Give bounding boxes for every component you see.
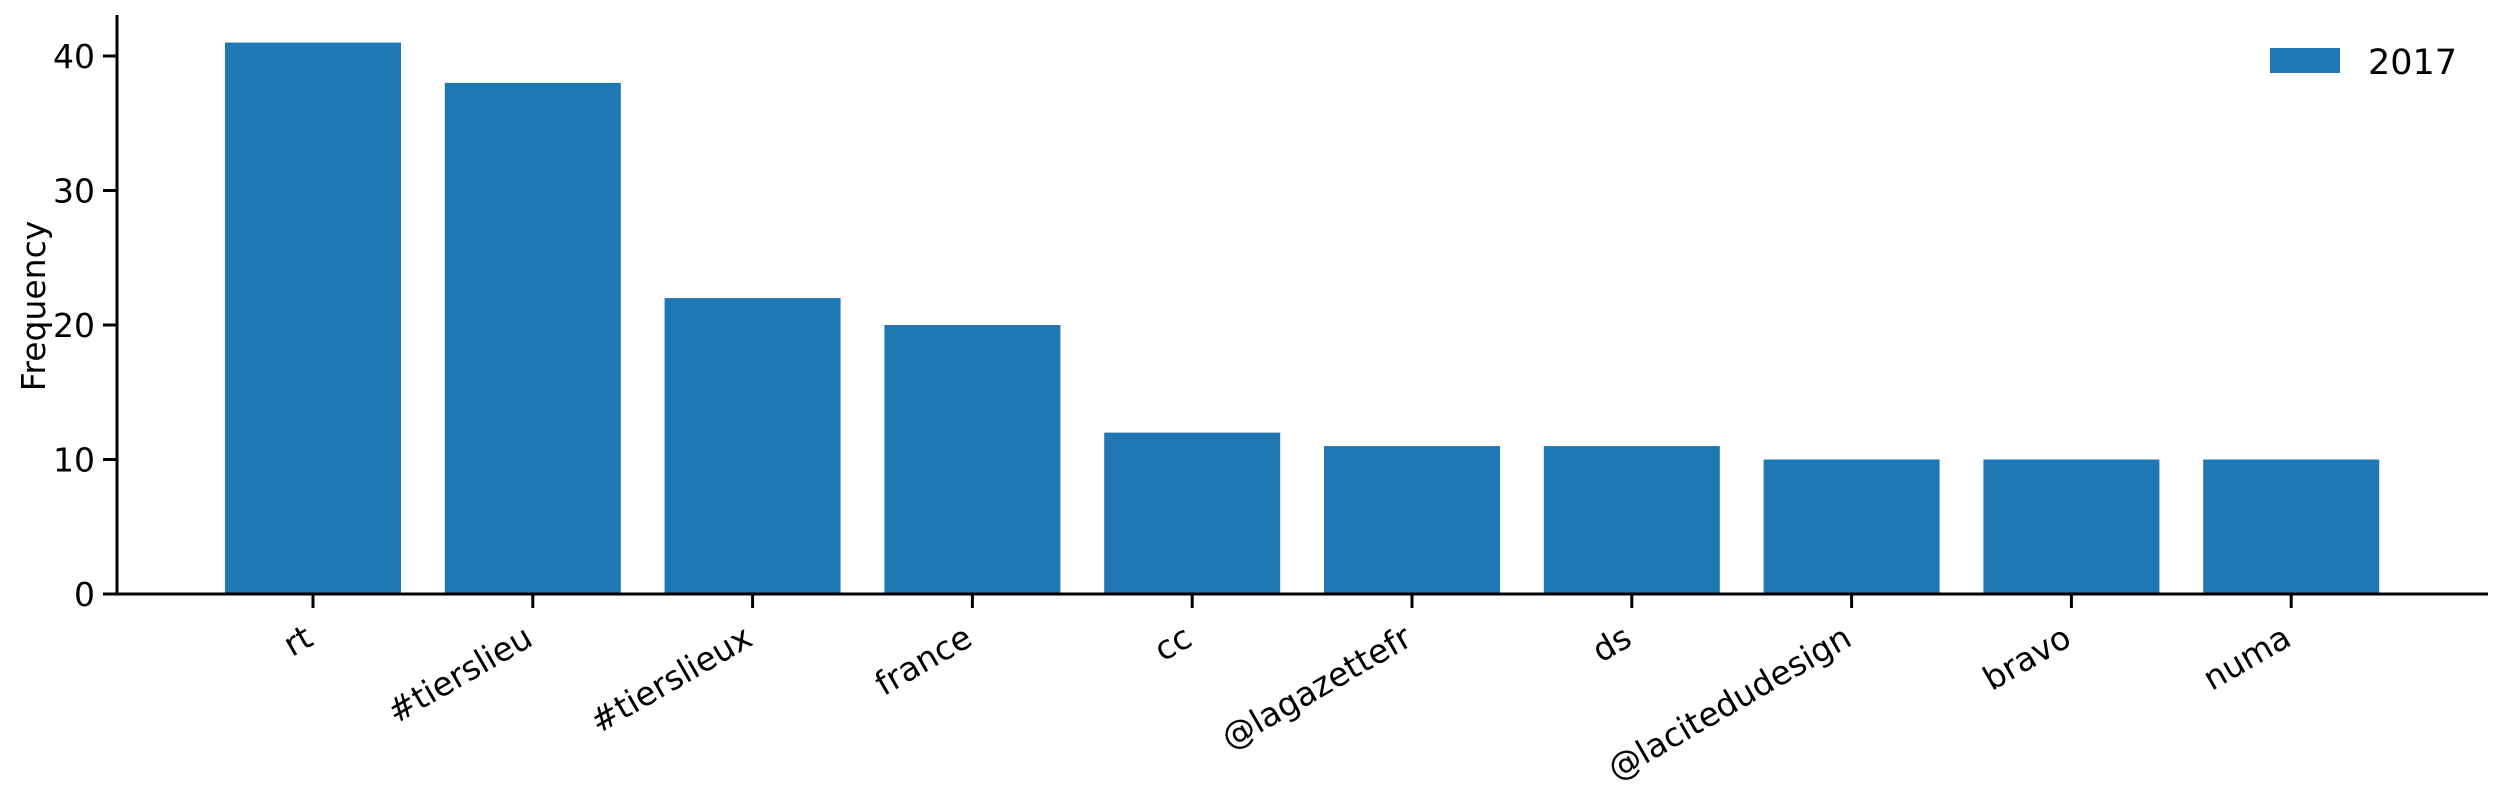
- bar-6: [1324, 446, 1500, 594]
- x-tick-label: france: [868, 617, 978, 703]
- y-tick-label: 10: [53, 441, 95, 480]
- y-tick-label: 20: [53, 306, 95, 345]
- bar-9: [1983, 459, 2160, 594]
- legend-swatch: [2270, 48, 2340, 73]
- x-tick-label: @lagazettefr: [1214, 617, 1418, 757]
- x-tick-label: numa: [2196, 617, 2297, 698]
- bar-8: [1763, 459, 1940, 594]
- bars-group: [225, 42, 2380, 595]
- legend: 2017: [2270, 43, 2457, 83]
- y-tick-label: 0: [74, 575, 95, 614]
- x-axis: rt #tierslieu #tierslieux france cc @lagazett…: [116, 592, 2488, 788]
- bar-4: [884, 325, 1061, 594]
- legend-label: 2017: [2368, 43, 2457, 83]
- y-tick-label: 30: [53, 172, 95, 211]
- bar-10: [2203, 459, 2380, 594]
- x-tick-label: ds: [1585, 617, 1638, 670]
- x-tick-label: rt: [277, 617, 320, 664]
- bar-2: [444, 82, 621, 595]
- x-tick-label: cc: [1147, 617, 1198, 669]
- bar-7: [1543, 446, 1720, 594]
- x-tick-label: #tierslieu: [380, 617, 538, 731]
- x-tick-label: #tierslieux: [583, 617, 758, 741]
- x-tick-label: @lacitedudesign: [1601, 617, 1858, 788]
- bar-5: [1104, 432, 1281, 594]
- y-tick-label: 40: [53, 37, 95, 76]
- bar-1: [225, 42, 401, 595]
- y-axis-title: Frequency: [14, 221, 53, 391]
- y-axis: 0 10 20 30 40: [53, 15, 119, 614]
- x-tick-label: bravo: [1976, 617, 2077, 698]
- bar-3: [664, 298, 841, 594]
